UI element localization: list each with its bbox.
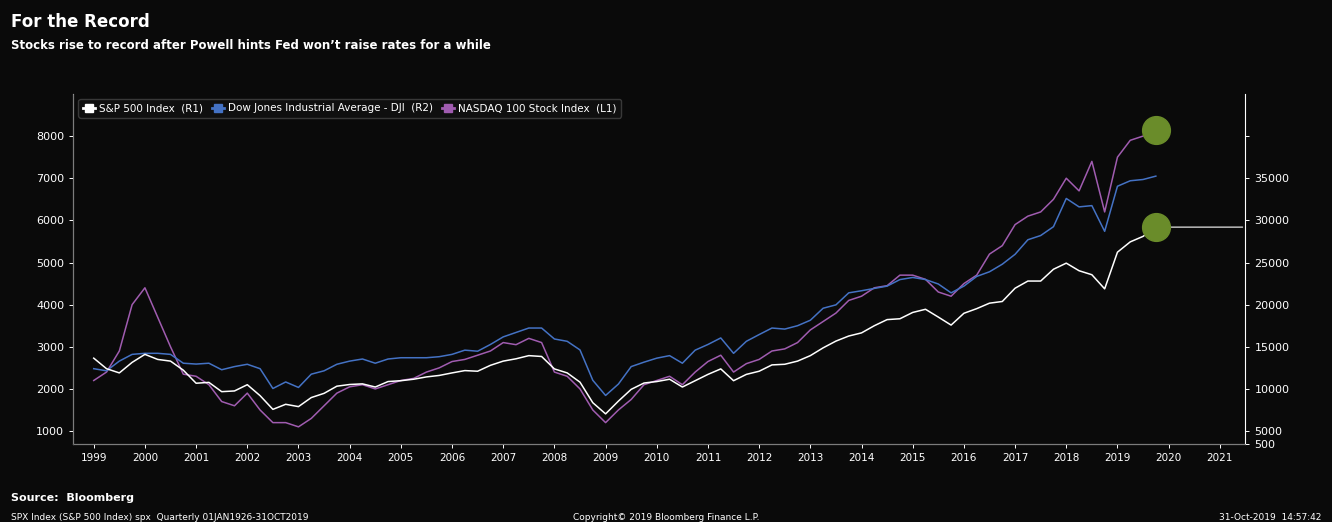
Text: Source:  Bloomberg: Source: Bloomberg [11,493,133,503]
Legend: S&P 500 Index  (R1), Dow Jones Industrial Average - DJI  (R2), NASDAQ 100 Stock : S&P 500 Index (R1), Dow Jones Industrial… [79,99,621,117]
Text: Copyright© 2019 Bloomberg Finance L.P.: Copyright© 2019 Bloomberg Finance L.P. [573,513,759,521]
Text: 31-Oct-2019  14:57:42: 31-Oct-2019 14:57:42 [1219,513,1321,521]
Text: For the Record: For the Record [11,13,149,31]
Text: SPX Index (S&P 500 Index) spx  Quarterly 01JAN1926-31OCT2019: SPX Index (S&P 500 Index) spx Quarterly … [11,513,308,521]
Text: Stocks rise to record after Powell hints Fed won’t raise rates for a while: Stocks rise to record after Powell hints… [11,39,490,52]
